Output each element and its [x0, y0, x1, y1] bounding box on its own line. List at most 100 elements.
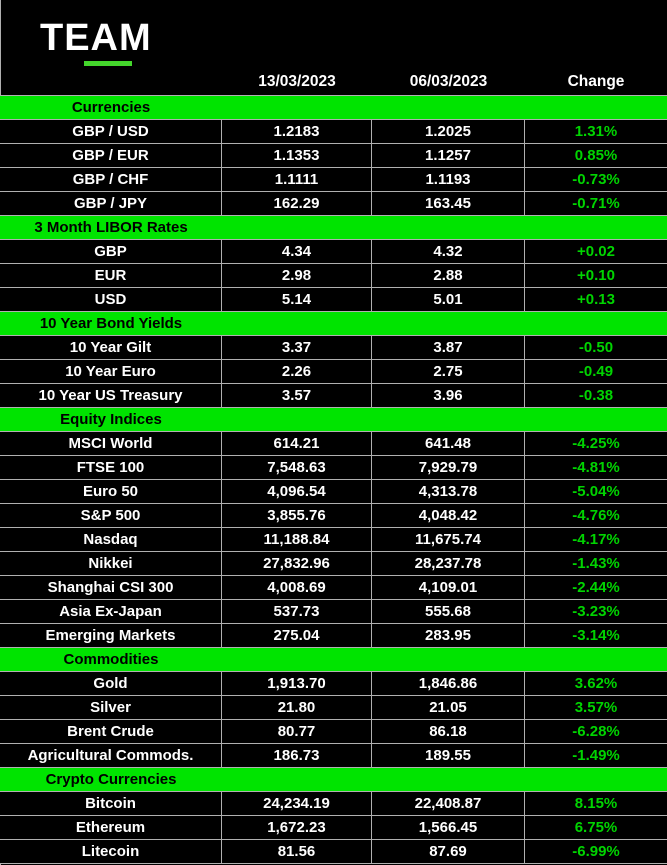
table-row-silver: Silver 21.80 21.05 3.57% [0, 696, 667, 720]
value-current: 1.1111 [222, 168, 372, 191]
team-logo-underline [84, 61, 132, 66]
row-label: Litecoin [0, 840, 222, 863]
value-change: -4.25% [572, 435, 620, 452]
value-previous: 5.01 [372, 288, 525, 311]
value-change: -6.28% [572, 723, 620, 740]
value-current: 80.77 [222, 720, 372, 743]
row-label: GBP / USD [0, 120, 222, 143]
section-header-crypto-currencies: Crypto Currencies [0, 768, 667, 792]
value-previous: 1,846.86 [372, 672, 525, 695]
section-header-10-year-bond-yields: 10 Year Bond Yields [0, 312, 667, 336]
table-row-brent-crude: Brent Crude 80.77 86.18 -6.28% [0, 720, 667, 744]
value-current: 81.56 [222, 840, 372, 863]
row-label: S&P 500 [0, 504, 222, 527]
value-change: -4.17% [572, 531, 620, 548]
section-title: Commodities [63, 651, 159, 668]
value-change: -1.49% [572, 747, 620, 764]
table-row-ftse-100: FTSE 100 7,548.63 7,929.79 -4.81% [0, 456, 667, 480]
row-label: Gold [0, 672, 222, 695]
table-row-emerging-markets: Emerging Markets 275.04 283.95 -3.14% [0, 624, 667, 648]
value-current: 1,913.70 [222, 672, 372, 695]
table-row-eur: EUR 2.98 2.88 +0.10 [0, 264, 667, 288]
row-label: Asia Ex-Japan [0, 600, 222, 623]
row-label: FTSE 100 [0, 456, 222, 479]
row-label: GBP [0, 240, 222, 263]
table-row-10-year-euro: 10 Year Euro 2.26 2.75 -0.49 [0, 360, 667, 384]
table-row-msci-world: MSCI World 614.21 641.48 -4.25% [0, 432, 667, 456]
table-row-nikkei: Nikkei 27,832.96 28,237.78 -1.43% [0, 552, 667, 576]
value-current: 4,096.54 [222, 480, 372, 503]
value-change: -0.73% [572, 171, 620, 188]
column-headers: 13/03/2023 06/03/2023 Change [0, 66, 667, 95]
value-previous: 2.88 [372, 264, 525, 287]
table-row-bitcoin: Bitcoin 24,234.19 22,408.87 8.15% [0, 792, 667, 816]
row-label: Silver [0, 696, 222, 719]
value-current: 537.73 [222, 600, 372, 623]
value-previous: 189.55 [372, 744, 525, 767]
row-label: GBP / EUR [0, 144, 222, 167]
row-label: Euro 50 [0, 480, 222, 503]
table-row-gbp-eur: GBP / EUR 1.1353 1.1257 0.85% [0, 144, 667, 168]
value-previous: 21.05 [372, 696, 525, 719]
table-row-gbp-usd: GBP / USD 1.2183 1.2025 1.31% [0, 120, 667, 144]
section-title: Equity Indices [60, 411, 162, 428]
value-change: 1.31% [574, 123, 618, 140]
row-label: GBP / CHF [0, 168, 222, 191]
table-row-gbp-chf: GBP / CHF 1.1111 1.1193 -0.73% [0, 168, 667, 192]
value-previous: 4,109.01 [372, 576, 525, 599]
row-label: Shanghai CSI 300 [0, 576, 222, 599]
value-previous: 283.95 [372, 624, 525, 647]
value-current: 3.57 [222, 384, 372, 407]
value-previous: 11,675.74 [372, 528, 525, 551]
section-header-3-month-libor-rates: 3 Month LIBOR Rates [0, 216, 667, 240]
value-current: 1,672.23 [222, 816, 372, 839]
value-change: -6.99% [572, 843, 620, 860]
value-current: 27,832.96 [222, 552, 372, 575]
value-change: -4.76% [572, 507, 620, 524]
value-change: -3.23% [572, 603, 620, 620]
row-label: 10 Year Euro [0, 360, 222, 383]
row-label: Agricultural Commods. [0, 744, 222, 767]
value-current: 162.29 [222, 192, 372, 215]
value-current: 4,008.69 [222, 576, 372, 599]
table-row-nasdaq: Nasdaq 11,188.84 11,675.74 -4.17% [0, 528, 667, 552]
value-previous: 4,048.42 [372, 504, 525, 527]
value-change: -4.81% [572, 459, 620, 476]
value-current: 3.37 [222, 336, 372, 359]
value-change: 0.85% [574, 147, 618, 164]
value-previous: 2.75 [372, 360, 525, 383]
value-change: -5.04% [572, 483, 620, 500]
table-row-agricultural-commods: Agricultural Commods. 186.73 189.55 -1.49% [0, 744, 667, 768]
value-change: -0.71% [572, 195, 620, 212]
value-change: 3.57% [574, 699, 618, 716]
value-previous: 1.1257 [372, 144, 525, 167]
section-title: Crypto Currencies [45, 771, 177, 788]
value-current: 275.04 [222, 624, 372, 647]
section-title: 3 Month LIBOR Rates [34, 219, 188, 236]
team-logo: TEAM [40, 16, 200, 72]
value-previous: 4,313.78 [372, 480, 525, 503]
value-change: 8.15% [574, 795, 618, 812]
value-previous: 3.96 [372, 384, 525, 407]
value-change: -3.14% [572, 627, 620, 644]
row-label: 10 Year US Treasury [0, 384, 222, 407]
table-row-shanghai-csi-300: Shanghai CSI 300 4,008.69 4,109.01 -2.44% [0, 576, 667, 600]
value-change: -0.38 [578, 387, 614, 404]
team-logo-text: TEAM [40, 17, 152, 59]
value-current: 1.1353 [222, 144, 372, 167]
value-previous: 7,929.79 [372, 456, 525, 479]
row-label: Emerging Markets [0, 624, 222, 647]
value-current: 24,234.19 [222, 792, 372, 815]
section-title: 10 Year Bond Yields [39, 315, 183, 332]
row-label: MSCI World [0, 432, 222, 455]
section-header-equity-indices: Equity Indices [0, 408, 667, 432]
column-header-change: Change [567, 73, 625, 90]
value-change: -1.43% [572, 555, 620, 572]
table-row-gbp-jpy: GBP / JPY 162.29 163.45 -0.71% [0, 192, 667, 216]
row-label: 10 Year Gilt [0, 336, 222, 359]
column-header-current-date: 13/03/2023 [258, 73, 336, 90]
section-header-commodities: Commodities [0, 648, 667, 672]
value-current: 614.21 [222, 432, 372, 455]
value-previous: 86.18 [372, 720, 525, 743]
